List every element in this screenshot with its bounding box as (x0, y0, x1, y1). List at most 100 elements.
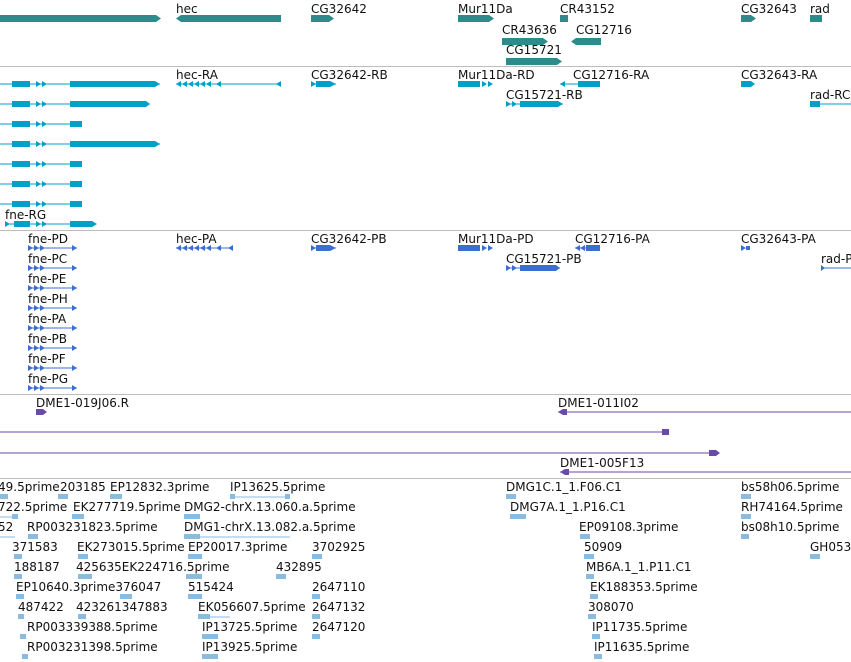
gene-label[interactable]: hec (176, 2, 198, 16)
est-label[interactable]: bs58h06.5prime (741, 480, 840, 494)
cds-label[interactable]: fne-PE (28, 272, 67, 286)
est-label[interactable]: EK273015.5prime (77, 540, 185, 554)
cds-label[interactable]: CG12716-PA (575, 232, 650, 246)
cds-label[interactable]: hec-PA (176, 232, 217, 246)
transcript-CG15721-RB (506, 101, 563, 107)
est-feature (188, 594, 202, 599)
cds-label[interactable]: CG32642-PB (311, 232, 387, 246)
est-label[interactable]: RP003339388.5prime (27, 620, 158, 634)
cds-fne-PA (28, 325, 77, 331)
gene-label[interactable]: CR43152 (560, 2, 615, 16)
transcript-label[interactable]: CG32643-RA (741, 68, 818, 82)
est-feature (510, 514, 526, 519)
cds-fne-PH (28, 305, 77, 311)
transcript-fne-3 (0, 121, 82, 127)
clone-label[interactable]: DME1-005F13 (560, 456, 645, 470)
est-label[interactable]: 2647132 (312, 600, 366, 614)
cds-label[interactable]: fne-PG (28, 372, 69, 386)
cds-CG12716-PA (575, 245, 600, 251)
transcript-label[interactable]: fne-RG (5, 208, 47, 222)
cds-label[interactable]: fne-PB (28, 332, 68, 346)
est-label[interactable]: 722.5prime (0, 500, 68, 514)
est-label[interactable]: DMG7A.1_1.P16.C1 (510, 500, 626, 514)
est-label[interactable]: MB6A.1_1.P11.C1 (586, 560, 692, 574)
track-separator (0, 230, 851, 231)
est-feature (810, 554, 820, 559)
est-label[interactable]: IP13925.5prime (202, 640, 298, 654)
est-label[interactable]: 308070 (588, 600, 634, 614)
est-label[interactable]: bs08h10.5prime (741, 520, 840, 534)
est-label[interactable]: 425635EK224716.5prime (76, 560, 230, 574)
est-label[interactable]: IP13625.5prime (230, 480, 326, 494)
est-label[interactable]: 50909 (584, 540, 623, 554)
transcript-label[interactable]: CG15721-RB (506, 88, 583, 102)
gene-label[interactable]: rad (810, 2, 830, 16)
transcript-fne-1 (0, 81, 160, 87)
est-label[interactable]: EK277719.5prime (73, 500, 181, 514)
est-feature (12, 514, 18, 519)
cds-label[interactable]: fne-PC (28, 252, 68, 266)
clone-label[interactable]: DME1-011I02 (558, 396, 639, 410)
est-label[interactable]: 432895 (276, 560, 322, 574)
est-label[interactable]: 423261347883 (76, 600, 168, 614)
est-label[interactable]: 49.5prime (0, 480, 60, 494)
cds-label[interactable]: rad-P (821, 252, 851, 266)
est-label[interactable]: 371583 (12, 540, 58, 554)
est-label[interactable]: EP20017.3prime (188, 540, 288, 554)
est-label[interactable]: RP003231398.5prime (27, 640, 158, 654)
est-label[interactable]: EP12832.3prime (110, 480, 210, 494)
est-label[interactable]: 2647120 (312, 620, 366, 634)
transcript-label[interactable]: CG12716-RA (573, 68, 650, 82)
gene-label[interactable]: CG32642 (311, 2, 367, 16)
est-label[interactable]: EK056607.5prime (198, 600, 306, 614)
cds-label[interactable]: CG32643-PA (741, 232, 816, 246)
transcript-label[interactable]: CG32642-RB (311, 68, 388, 82)
est-label[interactable]: 2647110 (312, 580, 366, 594)
est-feature (14, 574, 22, 579)
est-label[interactable]: 188187 (14, 560, 60, 574)
est-feature (590, 594, 598, 599)
gene-label[interactable]: CG32643 (741, 2, 797, 16)
est-label[interactable]: IP11635.5prime (594, 640, 690, 654)
est-label[interactable]: RH74164.5prime (741, 500, 843, 514)
cds-Mur11Da-PD (458, 245, 493, 251)
est-label[interactable]: IP13725.5prime (202, 620, 298, 634)
cds-CG32642-PB (311, 245, 336, 251)
est-label[interactable]: 515424 (188, 580, 234, 594)
est-label[interactable]: EP09108.3prime (579, 520, 679, 534)
cds-label[interactable]: fne-PH (28, 292, 68, 306)
cds-fne-PF (28, 365, 77, 371)
gene-label[interactable]: Mur11Da (458, 2, 513, 16)
clone-label[interactable]: DME1-019J06.R (36, 396, 130, 410)
gene-track: hec CG32642 Mur11Da CR43152 CG32643 rad … (0, 0, 851, 66)
est-label[interactable]: DMG1C.1_1.F06.C1 (506, 480, 622, 494)
transcript-label[interactable]: hec-RA (176, 68, 218, 82)
est-label[interactable]: EK188353.5prime (590, 580, 698, 594)
est-label[interactable]: 52 (0, 520, 14, 534)
est-label[interactable]: IP11735.5prime (592, 620, 688, 634)
est-label[interactable]: EP10640.3prime376047 (16, 580, 162, 594)
est-label[interactable]: RP003231823.5prime (27, 520, 158, 534)
cds-label[interactable]: Mur11Da-PD (458, 232, 534, 246)
est-label[interactable]: GH053 (810, 540, 851, 554)
est-label[interactable]: 487422 (18, 600, 64, 614)
est-feature (584, 554, 594, 559)
est-label[interactable]: 203185 (60, 480, 106, 494)
gene-label[interactable]: CG15721 (506, 43, 562, 57)
est-feature (594, 654, 602, 659)
est-label[interactable]: 3702925 (312, 540, 366, 554)
cds-label[interactable]: fne-PD (28, 232, 69, 246)
cds-label[interactable]: fne-PF (28, 352, 66, 366)
transcript-label[interactable]: rad-RC (810, 88, 851, 102)
cds-label[interactable]: fne-PA (28, 312, 67, 326)
transcript-hec-RA (176, 81, 281, 87)
cds-label[interactable]: CG15721-PB (506, 252, 582, 266)
est-track-glyphs (0, 494, 820, 659)
gene-label[interactable]: CR43636 (502, 23, 557, 37)
est-label[interactable]: DMG1-chrX.13.082.a.5prime (184, 520, 356, 534)
transcript-label[interactable]: Mur11Da-RD (458, 68, 535, 82)
est-label[interactable]: DMG2-chrX.13.060.a.5prime (184, 500, 356, 514)
gene-label[interactable]: CG12716 (576, 23, 632, 37)
gene-track-glyphs (0, 15, 822, 65)
